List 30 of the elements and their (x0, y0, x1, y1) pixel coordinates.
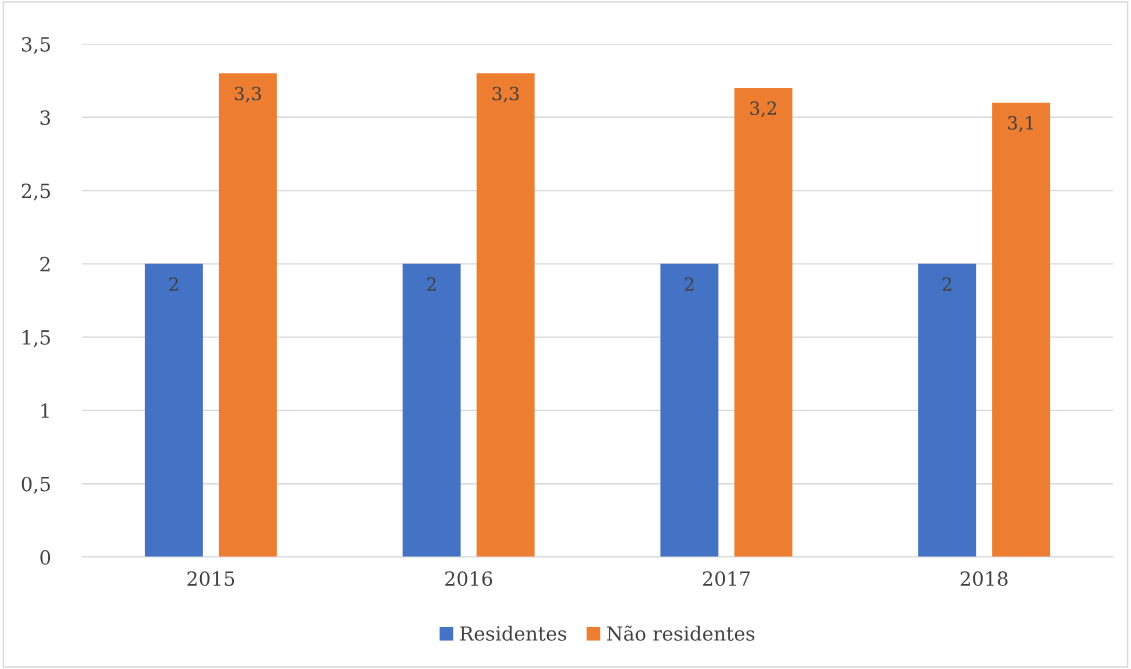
x-tick-label: 2016 (445, 571, 493, 586)
bar (476, 73, 535, 557)
data-label: 3,3 (234, 86, 261, 103)
x-tick-label: 2018 (960, 571, 1008, 586)
y-tick-label: 0,5 (21, 476, 50, 494)
y-tick-label: 1,5 (22, 330, 50, 348)
data-label: 2 (169, 277, 178, 291)
bar (402, 263, 461, 557)
data-label: 3,2 (750, 101, 776, 118)
bar (218, 73, 277, 557)
data-label: 3,3 (492, 86, 519, 103)
y-tick-label: 2,5 (21, 183, 50, 201)
data-label: 2 (427, 277, 436, 291)
y-tick-label: 2 (40, 256, 50, 272)
bar (918, 263, 977, 557)
y-tick-label: 3,5 (22, 36, 50, 55)
data-label: 2 (942, 277, 952, 291)
x-tick-label: 2017 (702, 571, 750, 586)
data-label: 3,1 (1008, 116, 1033, 132)
legend-label: Não residentes (607, 625, 755, 641)
y-tick-label: 1 (41, 403, 49, 418)
bar (660, 263, 719, 557)
bar (992, 102, 1051, 557)
bar (734, 87, 793, 557)
bar (144, 263, 203, 557)
y-tick-label: 0 (40, 549, 51, 565)
y-tick-label: 3 (40, 110, 50, 125)
legend-label: Residentes (460, 625, 567, 641)
x-tick-label: 2015 (187, 571, 235, 586)
data-label: 2 (684, 277, 694, 291)
